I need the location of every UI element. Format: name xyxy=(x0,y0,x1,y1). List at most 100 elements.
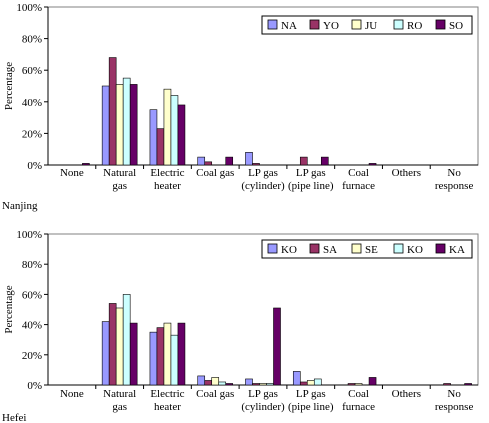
category-label: Others xyxy=(392,388,421,400)
legend-swatch xyxy=(435,19,446,30)
bar xyxy=(299,381,308,386)
category-label: LP gas (pipe line) xyxy=(288,167,334,192)
bar xyxy=(225,156,234,166)
category-label: Coal gas xyxy=(196,167,234,179)
y-tick-label: 40% xyxy=(22,320,42,332)
bar xyxy=(306,380,315,386)
bar xyxy=(197,156,206,166)
bar xyxy=(156,128,165,166)
bar xyxy=(82,163,90,166)
y-tick-label: 40% xyxy=(22,97,42,109)
legend-label: NA xyxy=(281,20,297,32)
y-tick-label: 60% xyxy=(22,65,42,77)
legend-label: KA xyxy=(449,244,465,256)
bar xyxy=(170,95,179,166)
category-label: Coal furnace xyxy=(342,388,375,413)
legend-swatch xyxy=(351,243,362,254)
bar xyxy=(245,378,253,386)
y-tick-label: 0% xyxy=(27,160,42,172)
bar xyxy=(101,321,110,386)
y-axis-label: Percentage xyxy=(3,62,15,110)
bar xyxy=(101,85,110,166)
bar xyxy=(299,156,308,166)
bar xyxy=(218,381,227,386)
bar xyxy=(170,334,179,386)
category-label: Coal furnace xyxy=(342,167,375,192)
bar xyxy=(368,163,377,166)
legend-swatch xyxy=(309,19,320,30)
bar xyxy=(368,377,377,386)
bar xyxy=(115,307,124,386)
bar xyxy=(163,88,172,166)
y-tick-label: 100% xyxy=(16,229,42,241)
category-label: Others xyxy=(392,167,421,179)
bar xyxy=(273,307,281,386)
bar xyxy=(122,294,131,386)
category-label: None xyxy=(60,167,84,179)
bar xyxy=(177,322,186,386)
bar xyxy=(464,383,472,386)
bar xyxy=(197,375,206,386)
y-tick-label: 60% xyxy=(22,289,42,301)
legend-swatch xyxy=(351,19,362,30)
category-label: No response xyxy=(435,388,474,413)
bar xyxy=(204,380,213,386)
chart-panel-1: 0% 20% 40% 60% 80% 100% Percentage None Natural g… xyxy=(2,2,479,212)
legend-label: JU xyxy=(365,20,377,32)
bar xyxy=(225,383,234,386)
legend-label: RO xyxy=(407,20,422,32)
legend-label: SO xyxy=(449,20,463,32)
bar xyxy=(115,84,124,166)
category-label: LP gas (cylinder) xyxy=(241,167,285,192)
bar xyxy=(163,322,172,386)
legend-swatch xyxy=(267,19,278,30)
legend-label: SE xyxy=(365,244,378,256)
category-label: LP gas (cylinder) xyxy=(241,388,285,413)
bar xyxy=(313,378,322,386)
legend-label: YO xyxy=(323,20,339,32)
legend-swatch xyxy=(435,243,446,254)
bar xyxy=(156,327,165,386)
bar xyxy=(149,331,158,386)
bar xyxy=(320,156,329,166)
legend-label: KO xyxy=(407,244,423,256)
category-label: None xyxy=(60,388,84,400)
legend-swatch xyxy=(393,19,404,30)
city-label: Hefei xyxy=(2,412,26,423)
y-tick-label: 80% xyxy=(22,34,42,46)
y-tick-label: 0% xyxy=(27,380,42,392)
bar xyxy=(177,104,186,166)
bar xyxy=(252,163,260,166)
legend-swatch xyxy=(267,243,278,254)
bar xyxy=(211,377,220,386)
chart-panel-2: 0% 20% 40% 60% 80% 100% Percentage None Natural g… xyxy=(2,229,479,423)
y-tick-label: 20% xyxy=(22,128,42,140)
bar xyxy=(252,383,260,386)
bar xyxy=(122,77,131,166)
bar xyxy=(292,371,301,386)
bar xyxy=(204,161,213,166)
category-label: Natural gas xyxy=(103,388,136,413)
category-label: Coal gas xyxy=(196,388,234,400)
city-label: Nanjing xyxy=(2,200,38,212)
category-label: Natural gas xyxy=(103,167,136,192)
y-tick-label: 20% xyxy=(22,350,42,362)
legend-swatch xyxy=(309,243,320,254)
y-axis-label: Percentage xyxy=(3,285,15,333)
category-label: Electric heater xyxy=(150,388,184,413)
bar xyxy=(129,84,138,166)
bar xyxy=(129,322,138,386)
y-tick-label: 100% xyxy=(16,2,42,14)
legend: NA YO JU RO SO xyxy=(261,15,473,35)
bar xyxy=(354,383,363,386)
category-label: Electric heater xyxy=(150,167,184,192)
bar xyxy=(347,383,356,386)
bar xyxy=(245,152,253,166)
bar xyxy=(443,383,451,386)
legend-label: KO xyxy=(281,244,297,256)
bar xyxy=(108,57,117,166)
legend-label: SA xyxy=(323,244,337,256)
bar xyxy=(259,383,267,386)
category-label: LP gas (pipe line) xyxy=(288,388,334,413)
